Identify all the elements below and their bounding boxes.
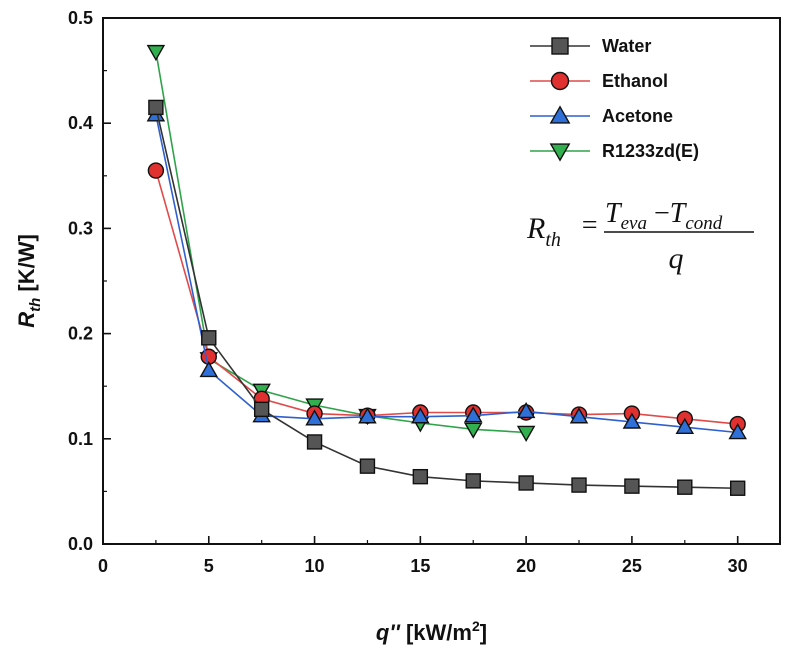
legend-marker-ethanol (550, 71, 570, 91)
data-point-water (306, 434, 323, 450)
legend-label-water: Water (602, 36, 651, 56)
series-line-water (155, 107, 738, 490)
data-point-acetone (728, 423, 747, 440)
legend-label-r1233zd-e: R1233zd(E) (602, 141, 699, 161)
equation-denominator: q (669, 242, 684, 275)
x-tick-label: 15 (410, 556, 430, 576)
data-point-r1233zd-e (146, 44, 166, 62)
series-line-ethanol (155, 170, 738, 425)
y-axis-title-symbol: R (14, 312, 39, 328)
y-tick-label: 0.4 (68, 113, 93, 133)
legend-marker-r1233zd-e (549, 143, 571, 162)
data-point-water (148, 99, 164, 116)
x-tick-label: 5 (204, 556, 214, 576)
data-point-acetone (411, 407, 430, 424)
data-point-acetone (569, 407, 589, 424)
series-r1233zd-e (146, 44, 536, 442)
plot-frame (102, 17, 781, 545)
y-axis-title-subscript: th (27, 298, 44, 312)
equation-numerator-a-subscript: eva (621, 213, 647, 234)
equation-equals: = (580, 210, 599, 241)
equation-numerator-b-subscript: cond (685, 213, 722, 234)
data-point-acetone (199, 360, 219, 378)
data-point-water (359, 458, 376, 474)
legend-entry-r1233zd-e: R1233zd(E) (530, 141, 699, 162)
legend-entry-ethanol: Ethanol (530, 71, 668, 91)
y-tick-label: 0.0 (68, 534, 93, 554)
y-tick-label: 0.5 (68, 8, 93, 28)
x-axis-title-superscript: 2 (472, 618, 480, 634)
data-point-acetone (622, 412, 642, 429)
x-axis-title-unit: [kW/m (400, 620, 472, 645)
data-point-r1233zd-e (463, 422, 483, 439)
legend-entry-acetone: Acetone (530, 105, 673, 126)
data-point-water (729, 480, 746, 496)
data-point-acetone (358, 407, 377, 424)
y-tick-label: 0.2 (68, 324, 93, 344)
y-axis-title-unit: [K/W] (14, 234, 39, 298)
x-tick-label: 25 (622, 556, 642, 576)
data-point-water (253, 401, 270, 418)
data-point-water (677, 479, 693, 495)
data-point-acetone (516, 401, 536, 419)
x-tick-label: 30 (728, 556, 748, 576)
equation-numerator-b: T (670, 198, 688, 229)
x-axis-title-symbol: q'' (376, 620, 401, 645)
data-point-r1233zd-e (516, 425, 536, 442)
data-point-water (571, 477, 587, 493)
data-point-acetone (675, 417, 695, 434)
data-point-water (201, 330, 217, 346)
legend-marker-water (551, 37, 569, 55)
equation-minus: − (647, 198, 670, 229)
data-point-water (412, 468, 429, 485)
equation-lhs-symbol: R (526, 212, 545, 245)
series-acetone (146, 105, 747, 440)
series-water (148, 99, 746, 496)
series-line-acetone (155, 114, 738, 434)
y-axis-title: Rth [K/W] (14, 234, 44, 328)
data-point-water (624, 478, 640, 494)
equation-lhs: Rth (526, 212, 561, 251)
x-tick-label: 10 (305, 556, 325, 576)
data-point-water (465, 473, 481, 489)
y-tick-label: 0.1 (68, 429, 93, 449)
data-point-acetone (305, 409, 324, 426)
x-axis-title-unit-close: ] (480, 620, 487, 645)
data-point-acetone (463, 406, 483, 423)
data-point-ethanol (147, 162, 165, 179)
legend-entry-water: Water (530, 36, 651, 56)
legend-label-ethanol: Ethanol (602, 71, 668, 91)
data-point-water (518, 475, 534, 491)
y-tick-label: 0.3 (68, 218, 93, 238)
legend-label-acetone: Acetone (602, 106, 673, 126)
x-tick-label: 20 (516, 556, 536, 576)
x-tick-label: 0 (98, 556, 108, 576)
x-axis-title: q'' [kW/m2] (376, 618, 487, 645)
legend-marker-acetone (549, 105, 571, 124)
equation-numerator: Teva −Tcond (605, 198, 723, 234)
equation-numerator-a: T (605, 198, 623, 229)
equation-lhs-subscript: th (545, 229, 561, 251)
